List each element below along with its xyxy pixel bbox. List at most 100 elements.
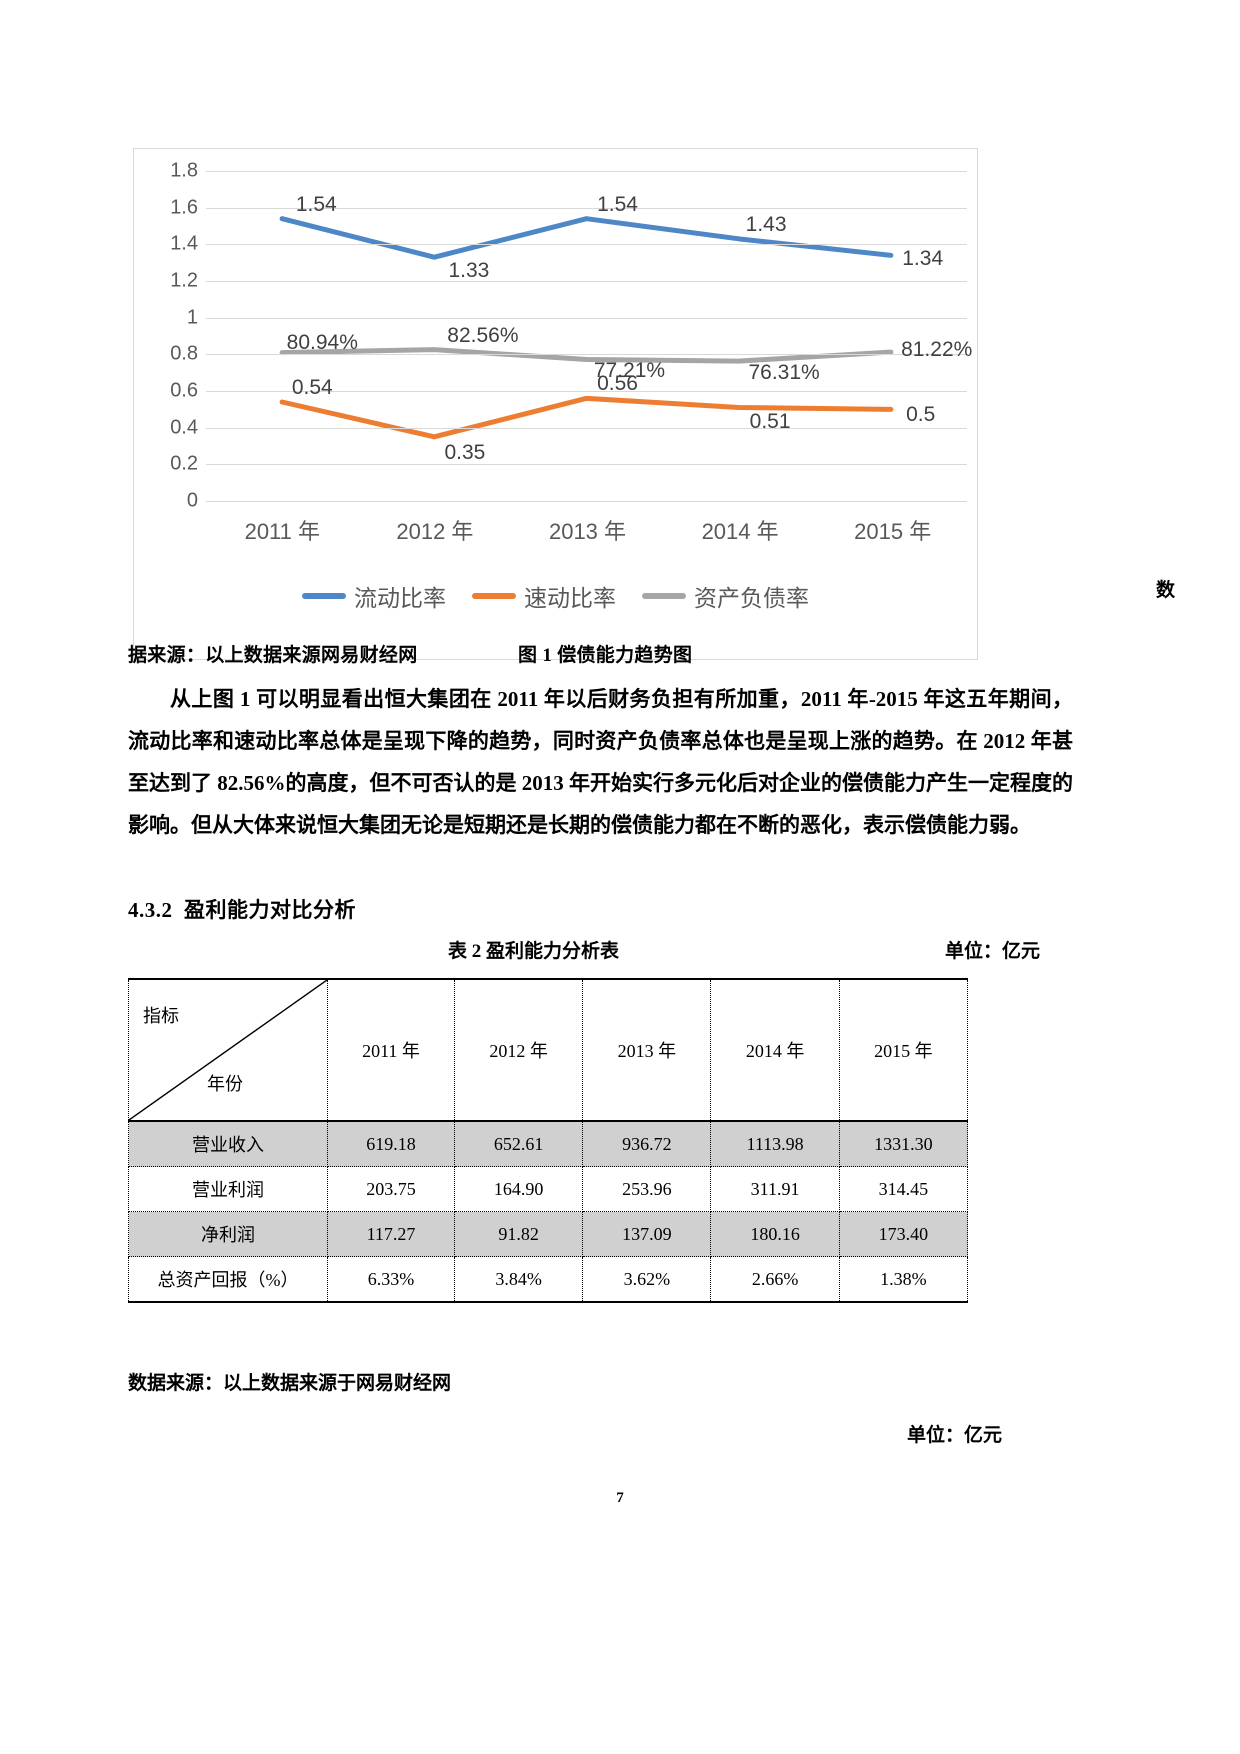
table-cell: 1113.98 bbox=[710, 1120, 840, 1167]
table-column-header: 2012 年 bbox=[453, 978, 584, 1122]
chart-gridline bbox=[206, 244, 967, 246]
table-corner-top: 指标 bbox=[143, 1006, 179, 1026]
chart-data-label: 77.21% bbox=[593, 359, 666, 383]
chart-legend-item[interactable]: 资产负债率 bbox=[642, 579, 809, 613]
chart-series-line bbox=[282, 219, 891, 257]
chart-y-tick: 1.8 bbox=[170, 159, 198, 182]
table-cell: 936.72 bbox=[582, 1120, 712, 1167]
table-row-header: 总资产回报（%） bbox=[128, 1256, 328, 1303]
chart-y-tick: 0.2 bbox=[170, 452, 198, 475]
table-row-header: 营业收入 bbox=[128, 1120, 328, 1167]
chart-data-label: 0.54 bbox=[291, 376, 333, 399]
chart-gridline bbox=[206, 171, 967, 172]
chart-y-tick: 1.2 bbox=[170, 269, 198, 292]
figure-source: 据来源：以上数据来源网易财经网 bbox=[128, 645, 418, 666]
table-cell: 311.91 bbox=[710, 1166, 840, 1212]
profitability-table-wrap: 指标 年份 2011 年 2012 年 2013 年 2014 年 2015 年营业收入 61… bbox=[128, 978, 969, 1303]
table-title-row: 表 2 盈利能力分析表 单位：亿元 bbox=[128, 936, 1068, 964]
table-row-header: 营业利润 bbox=[128, 1166, 328, 1212]
table-cell: 91.82 bbox=[453, 1211, 584, 1257]
table-column-header: 2013 年 bbox=[582, 978, 712, 1122]
table-cell: 314.45 bbox=[838, 1166, 969, 1212]
table-cell: 652.61 bbox=[453, 1120, 584, 1167]
table-column-header: 2015 年 bbox=[838, 978, 969, 1122]
chart-data-label: 82.56% bbox=[447, 323, 519, 347]
chart-x-tick: 2013 年 bbox=[548, 519, 627, 544]
chart-y-tick: 0.8 bbox=[170, 342, 198, 365]
chart-gridline bbox=[206, 281, 967, 282]
chart-series-line bbox=[282, 398, 891, 437]
table-row: 营业利润 203.75 164.90 253.96 311.91 314.45 bbox=[128, 1166, 969, 1212]
table-title: 表 2 盈利能力分析表 bbox=[448, 941, 620, 962]
chart-y-tick: 1 bbox=[186, 306, 198, 329]
chart-y-tick: 0.6 bbox=[170, 379, 198, 402]
chart-plot-area bbox=[206, 171, 967, 502]
table-cell: 253.96 bbox=[582, 1166, 712, 1212]
chart-legend-label: 资产负债率 bbox=[694, 585, 809, 611]
margin-char: 数 bbox=[1156, 580, 1176, 601]
chart-legend-item[interactable]: 速动比率 bbox=[472, 579, 616, 613]
chart-data-label: 76.31% bbox=[748, 361, 820, 385]
profitability-table: 指标 年份 2011 年 2012 年 2013 年 2014 年 2015 年营业收入 61… bbox=[128, 978, 969, 1303]
legend-swatch-icon bbox=[642, 593, 686, 599]
section-title: 盈利能力对比分析 bbox=[184, 898, 356, 922]
chart-legend-label: 流动比率 bbox=[354, 585, 446, 611]
table-corner-cell: 指标年份 bbox=[128, 978, 328, 1122]
table-unit: 单位：亿元 bbox=[944, 941, 1040, 962]
figure-label: 图 1 偿债能力趋势图 bbox=[518, 645, 693, 666]
table-row-header: 净利润 bbox=[128, 1211, 328, 1257]
chart-data-label: 1.54 bbox=[295, 192, 337, 216]
table-cell: 173.40 bbox=[838, 1211, 969, 1257]
chart-data-label: 1.43 bbox=[745, 212, 787, 236]
table-row: 营业收入 619.18 652.61 936.72 1113.98 1331.30 bbox=[128, 1120, 969, 1167]
chart-y-tick: 0 bbox=[186, 489, 198, 512]
table-corner-bottom: 年份 bbox=[207, 1074, 243, 1094]
chart-gridline bbox=[206, 207, 967, 209]
chart-x-tick: 2015 年 bbox=[854, 519, 932, 544]
table-cell: 117.27 bbox=[327, 1211, 455, 1257]
chart-data-label: 0.5 bbox=[906, 403, 936, 427]
chart-gridline bbox=[206, 354, 967, 356]
body-paragraph: 从上图 1 可以明显看出恒大集团在 2011 年以后财务负担有所加重，2011 … bbox=[128, 687, 1073, 837]
table-cell: 203.75 bbox=[327, 1166, 455, 1212]
chart-legend-item[interactable]: 流动比率 bbox=[302, 579, 446, 613]
table-source: 数据来源：以上数据来源于网易财经网 bbox=[128, 1373, 452, 1394]
chart-data-label: 0.56 bbox=[597, 372, 638, 396]
chart-series-line bbox=[282, 350, 891, 361]
legend-swatch-icon bbox=[302, 593, 346, 599]
chart-y-axis: 1.8 1.6 1.4 1.2 1 0.8 0.6 0.4 0.2 0 bbox=[134, 160, 202, 512]
chart-data-label: 0.51 bbox=[749, 409, 791, 433]
table-row: 总资产回报（%） 6.33% 3.84% 3.62% 2.66% 1.38% bbox=[128, 1256, 969, 1303]
chart-gridline bbox=[206, 317, 967, 319]
table-cell: 180.16 bbox=[710, 1211, 840, 1257]
chart-data-label: 0.35 bbox=[444, 440, 486, 464]
chart-gridline bbox=[206, 427, 967, 429]
chart-x-axis: 2011 年 2012 年 2013 年 2014 年 2015 年 bbox=[206, 514, 967, 554]
section-heading: 4.3.2 盈利能力对比分析 bbox=[128, 894, 356, 924]
table-cell: 137.09 bbox=[582, 1211, 712, 1257]
table-cell: 1331.30 bbox=[838, 1120, 969, 1167]
chart-x-tick: 2011 年 bbox=[244, 519, 321, 544]
chart-data-label: 1.33 bbox=[448, 259, 490, 283]
chart-x-tick: 2014 年 bbox=[701, 519, 779, 544]
table-cell: 164.90 bbox=[453, 1166, 584, 1212]
table-unit-bottom: 单位：亿元 bbox=[906, 1425, 1002, 1446]
table-cell: 1.38% bbox=[838, 1256, 969, 1303]
section-number: 4.3.2 bbox=[128, 898, 173, 922]
chart-y-tick: 1.4 bbox=[170, 232, 198, 255]
table-header-row: 指标 年份 2011 年 2012 年 2013 年 2014 年 2015 年 bbox=[128, 978, 969, 1122]
table-cell: 3.62% bbox=[582, 1256, 712, 1303]
table-column-header: 2014 年 bbox=[710, 978, 840, 1122]
page-number: 7 bbox=[616, 1490, 624, 1506]
table-column-header: 2011 年 bbox=[327, 978, 455, 1122]
chart-data-label: 81.22% bbox=[901, 338, 973, 362]
table-cell: 619.18 bbox=[327, 1120, 455, 1167]
chart-y-tick: 0.4 bbox=[170, 416, 198, 439]
chart-legend: 流动比率 速动比率 资产负债率 bbox=[134, 579, 977, 613]
chart-data-label: 1.54 bbox=[597, 192, 638, 216]
table-cell: 6.33% bbox=[327, 1256, 455, 1303]
table-cell: 2.66% bbox=[710, 1256, 840, 1303]
chart-data-label: 1.34 bbox=[902, 247, 944, 271]
